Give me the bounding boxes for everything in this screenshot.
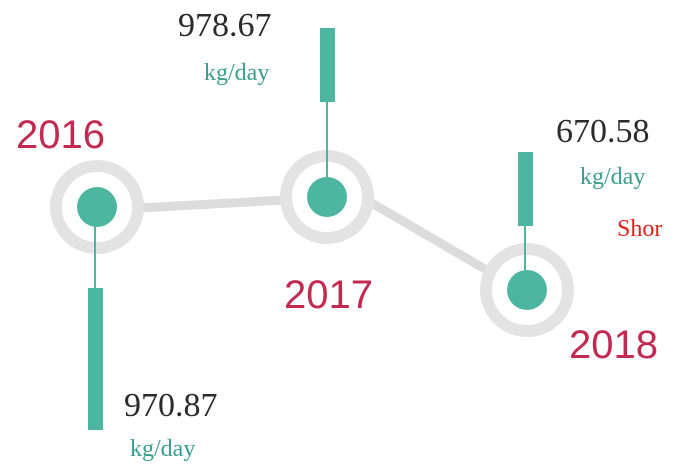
value-label: 670.58 (556, 113, 650, 150)
bar (88, 288, 103, 430)
value-label: 978.67 (178, 7, 272, 44)
value-label: 970.87 (124, 387, 218, 424)
dot (507, 270, 547, 310)
bar (320, 28, 335, 102)
node: 2018 670.58 kg/day (480, 113, 658, 367)
dot (77, 187, 117, 227)
bar (518, 152, 533, 226)
unit-label: kg/day (204, 60, 269, 86)
node: 2016 970.87 kg/day (16, 113, 218, 462)
year-label: 2016 (16, 113, 105, 157)
year-label: 2017 (284, 273, 373, 317)
note: Shor (617, 216, 662, 242)
connector (367, 198, 493, 276)
node: 2017 978.67 kg/day (178, 7, 374, 317)
unit-label: kg/day (580, 164, 645, 190)
year-label: 2018 (569, 323, 658, 367)
unit-label: kg/day (130, 436, 195, 462)
connector (139, 195, 285, 213)
